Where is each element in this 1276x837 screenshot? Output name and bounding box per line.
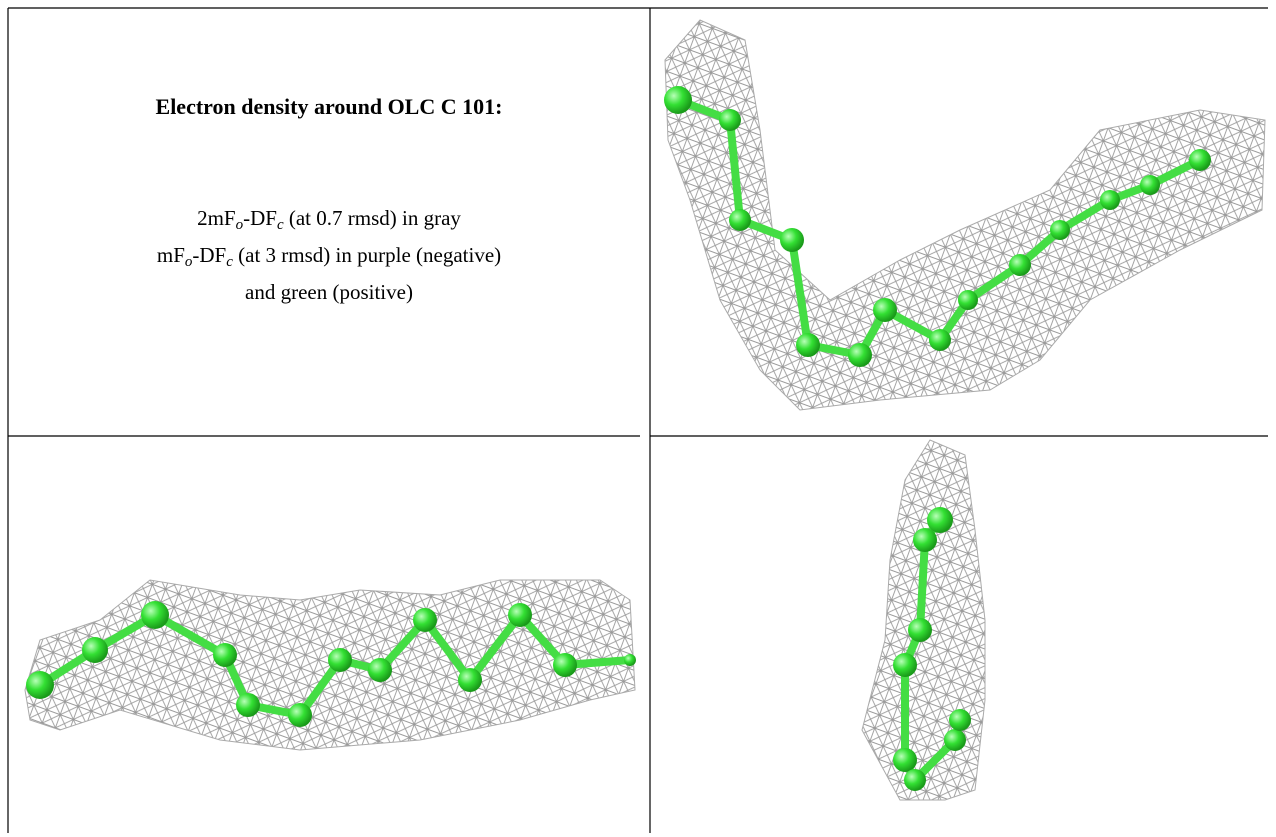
text: -DF (243, 206, 277, 230)
subscript: c (226, 254, 233, 270)
legend-line: mFo-DFc (at 3 rmsd) in purple (negative) (8, 243, 650, 270)
density-view-3 (861, 439, 986, 801)
text: (at 3 rmsd) in purple (negative) (232, 243, 502, 267)
table-borders (7, 7, 1268, 833)
legend-line: and green (positive) (8, 280, 650, 305)
title: Electron density around OLC C 101: (155, 94, 503, 119)
density-view-1 (664, 19, 1266, 411)
legend-line: 2mFo-DFc (at 0.7 rmsd) in gray (8, 206, 650, 233)
subscript: o (184, 254, 193, 270)
text: mF (156, 243, 185, 267)
text: -DF (192, 243, 227, 267)
subscript: c (276, 217, 284, 233)
text: 2mF (197, 206, 236, 230)
text: (at 0.7 rmsd) in gray (283, 206, 461, 230)
text: and green (positive) (245, 280, 413, 304)
density-view-2 (24, 579, 636, 751)
subscript: o (235, 217, 244, 233)
